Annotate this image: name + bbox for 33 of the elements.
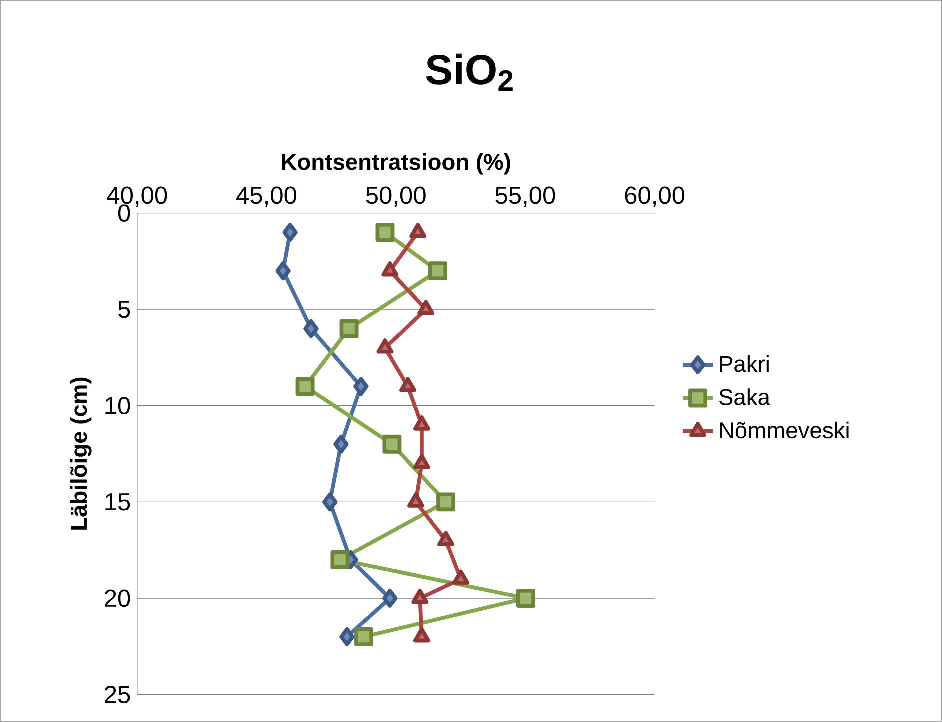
point [428,261,448,280]
y-tick-label: 20 [105,590,130,608]
point [340,319,359,338]
legend-label: Saka [720,388,770,406]
y-tick-label: 5 [118,300,130,318]
point [516,588,536,608]
chart-title: SiO$_{2}$ [426,54,513,91]
x-tick-label: 40,00 [107,186,168,207]
point [354,377,369,396]
x-tick-label: 45,00 [236,186,297,207]
point [376,222,395,242]
point [304,319,319,338]
x-tick-label: 60,00 [625,186,685,207]
point [322,492,338,512]
point [436,492,456,512]
y-tick-label: 15 [106,493,130,511]
legend-label: Pakri [720,355,769,372]
y-tick-label: 25 [105,686,130,704]
x-axis-title: Kontsentratsioon (%) [282,153,510,175]
point [354,627,374,646]
y-axis-title: Läbilõige (cm) [70,378,92,530]
point [382,588,398,608]
point [276,261,291,280]
point [296,377,315,396]
point [282,222,298,242]
point [340,627,355,646]
x-tick-label: 55,00 [496,186,556,207]
x-tick-label: 50,00 [366,186,426,207]
point [330,550,350,570]
point [382,434,402,454]
point [334,434,349,454]
legend-label: Nõmmeveski [720,422,849,439]
y-tick-label: 10 [106,397,130,414]
